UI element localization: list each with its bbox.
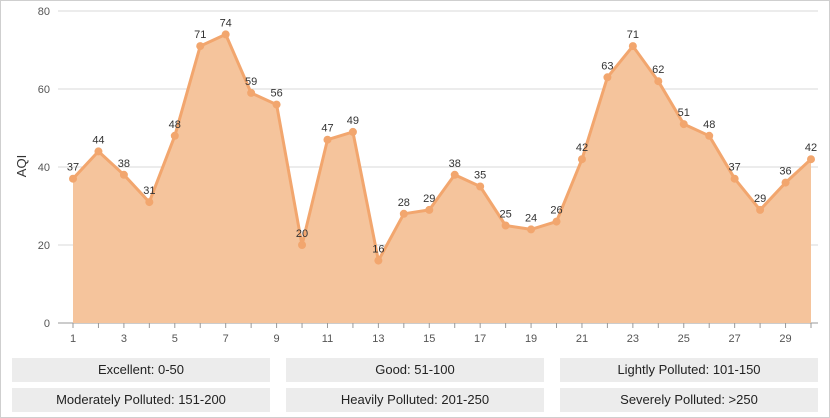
y-tick-0: 0 — [44, 318, 50, 330]
data-point-day-10 — [298, 241, 307, 249]
data-label-day-2: 44 — [92, 134, 104, 146]
x-tick-label-1: 1 — [70, 333, 76, 345]
data-point-day-3 — [119, 170, 128, 179]
legend-severely-polluted: Severely Polluted: >250 — [560, 387, 818, 412]
y-tick-40: 40 — [38, 162, 50, 174]
y-tick-60: 60 — [38, 84, 50, 96]
data-point-day-30 — [807, 155, 815, 164]
data-point-day-26 — [705, 131, 714, 140]
y-axis-title: AQI — [14, 155, 29, 177]
x-tick-label-27: 27 — [729, 333, 741, 345]
data-label-day-7: 74 — [220, 17, 232, 29]
data-point-day-29 — [781, 178, 790, 187]
data-label-day-23: 71 — [627, 29, 639, 41]
x-tick-label-5: 5 — [172, 333, 178, 345]
data-point-day-11 — [323, 135, 332, 144]
x-tick-label-17: 17 — [474, 333, 486, 345]
data-label-day-1: 37 — [67, 162, 79, 174]
x-tick-label-11: 11 — [322, 333, 333, 345]
x-tick-label-15: 15 — [423, 333, 435, 345]
data-point-day-13 — [374, 256, 383, 265]
data-point-day-5 — [170, 131, 179, 140]
data-label-day-5: 48 — [169, 119, 181, 131]
data-point-day-21 — [577, 155, 586, 164]
data-label-day-28: 29 — [754, 193, 766, 205]
x-tick-label-25: 25 — [678, 333, 690, 345]
data-point-day-18 — [501, 221, 510, 230]
data-point-day-19 — [527, 225, 536, 234]
data-point-day-4 — [145, 198, 154, 207]
data-label-day-20: 26 — [550, 205, 562, 217]
x-tick-label-21: 21 — [576, 333, 588, 345]
x-tick-label-19: 19 — [525, 333, 537, 345]
data-points — [69, 30, 815, 265]
data-label-day-8: 59 — [245, 76, 257, 88]
data-label-day-12: 49 — [347, 115, 359, 127]
data-label-day-6: 71 — [194, 29, 206, 41]
x-tick-label-29: 29 — [779, 333, 791, 345]
data-label-day-9: 56 — [270, 88, 282, 100]
x-tick-label-9: 9 — [274, 333, 280, 345]
x-tick-label-7: 7 — [223, 333, 229, 345]
data-point-day-28 — [756, 205, 765, 214]
data-label-day-13: 16 — [372, 244, 384, 256]
data-point-day-1 — [69, 174, 77, 183]
y-tick-80: 80 — [38, 6, 50, 18]
data-point-day-14 — [399, 209, 408, 218]
data-point-day-2 — [94, 147, 103, 156]
data-point-day-23 — [628, 42, 637, 51]
data-point-day-22 — [603, 73, 612, 82]
data-label-day-17: 35 — [474, 170, 486, 182]
x-tick-label-13: 13 — [372, 333, 384, 345]
y-axis-ticks: 0 20 40 60 80 — [38, 6, 50, 330]
data-point-day-15 — [425, 205, 434, 214]
data-label-day-26: 48 — [703, 119, 715, 131]
data-label-day-24: 62 — [652, 64, 664, 76]
data-point-day-6 — [196, 42, 205, 51]
x-tick-label-3: 3 — [121, 333, 127, 345]
data-label-day-27: 37 — [729, 162, 741, 174]
data-label-day-15: 29 — [423, 193, 435, 205]
data-label-day-14: 28 — [398, 197, 410, 209]
data-point-day-8 — [247, 88, 256, 97]
data-label-day-11: 47 — [321, 123, 333, 135]
legend-lightly-polluted: Lightly Polluted: 101-150 — [560, 358, 818, 382]
data-label-day-22: 63 — [601, 60, 613, 72]
data-label-day-10: 20 — [296, 228, 308, 240]
data-point-day-20 — [552, 217, 561, 226]
data-point-day-25 — [679, 120, 688, 129]
series-line — [71, 32, 813, 263]
legend-heavily-polluted: Heavily Polluted: 201-250 — [286, 387, 544, 412]
data-point-day-16 — [450, 170, 459, 179]
data-label-day-30: 42 — [805, 142, 817, 154]
aqi-legend: Excellent: 0-50 Good: 51-100 Lightly Pol… — [12, 358, 818, 412]
data-labels: 37 44 38 31 48 71 74 59 56 20 47 49 16 28 29 38 35 25 24 26… — [67, 17, 817, 255]
legend-moderately-polluted: Moderately Polluted: 151-200 — [12, 387, 270, 412]
data-label-day-25: 51 — [678, 107, 690, 119]
data-point-day-24 — [654, 77, 663, 86]
area-fill — [73, 34, 811, 324]
data-point-day-27 — [730, 174, 739, 183]
data-label-day-3: 38 — [118, 158, 130, 170]
legend-good: Good: 51-100 — [286, 358, 544, 382]
data-label-day-29: 36 — [779, 166, 791, 178]
data-label-day-4: 31 — [143, 185, 155, 197]
data-label-day-16: 38 — [449, 158, 461, 170]
data-label-day-21: 42 — [576, 142, 588, 154]
data-point-day-9 — [272, 100, 281, 109]
data-label-day-18: 25 — [499, 209, 511, 221]
data-point-day-17 — [476, 182, 485, 191]
y-tick-20: 20 — [38, 240, 50, 252]
x-tick-label-23: 23 — [627, 333, 639, 345]
data-label-day-19: 24 — [525, 212, 537, 224]
legend-excellent: Excellent: 0-50 — [12, 358, 270, 382]
x-axis: 1 3 5 7 9 11 13 15 17 19 21 23 25 27 29 — [58, 322, 818, 345]
data-point-day-12 — [348, 127, 357, 136]
data-point-day-7 — [221, 30, 230, 39]
